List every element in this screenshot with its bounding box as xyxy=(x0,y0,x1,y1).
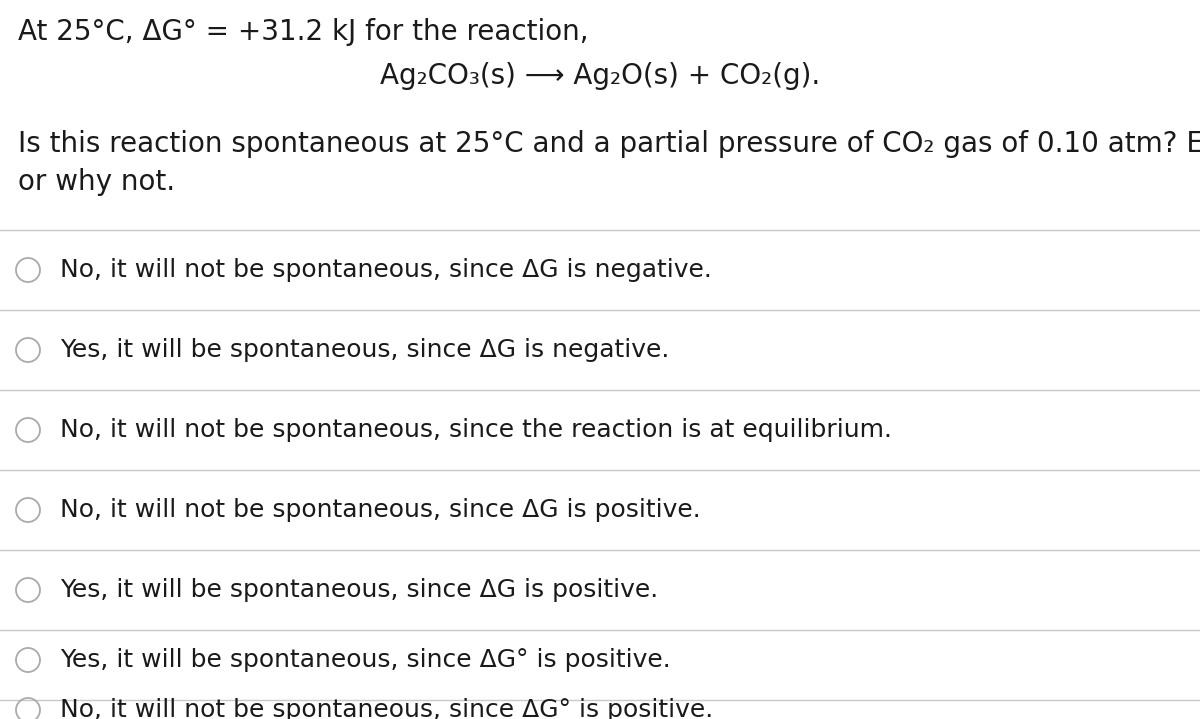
Text: At 25°C, ΔG° = +31.2 kJ for the reaction,: At 25°C, ΔG° = +31.2 kJ for the reaction… xyxy=(18,18,589,46)
Text: Is this reaction spontaneous at 25°C and a partial pressure of CO₂ gas of 0.10 a: Is this reaction spontaneous at 25°C and… xyxy=(18,130,1200,158)
Text: No, it will not be spontaneous, since ΔG° is positive.: No, it will not be spontaneous, since ΔG… xyxy=(60,698,713,719)
Text: Yes, it will be spontaneous, since ΔG° is positive.: Yes, it will be spontaneous, since ΔG° i… xyxy=(60,648,671,672)
Text: No, it will not be spontaneous, since ΔG is negative.: No, it will not be spontaneous, since ΔG… xyxy=(60,258,712,282)
Text: or why not.: or why not. xyxy=(18,168,175,196)
Text: Ag₂CO₃(s) ⟶ Ag₂O(s) + CO₂(g).: Ag₂CO₃(s) ⟶ Ag₂O(s) + CO₂(g). xyxy=(380,62,820,90)
Text: No, it will not be spontaneous, since ΔG is positive.: No, it will not be spontaneous, since ΔG… xyxy=(60,498,701,522)
Text: No, it will not be spontaneous, since the reaction is at equilibrium.: No, it will not be spontaneous, since th… xyxy=(60,418,892,442)
Text: Yes, it will be spontaneous, since ΔG is positive.: Yes, it will be spontaneous, since ΔG is… xyxy=(60,578,659,602)
Text: Yes, it will be spontaneous, since ΔG is negative.: Yes, it will be spontaneous, since ΔG is… xyxy=(60,338,670,362)
